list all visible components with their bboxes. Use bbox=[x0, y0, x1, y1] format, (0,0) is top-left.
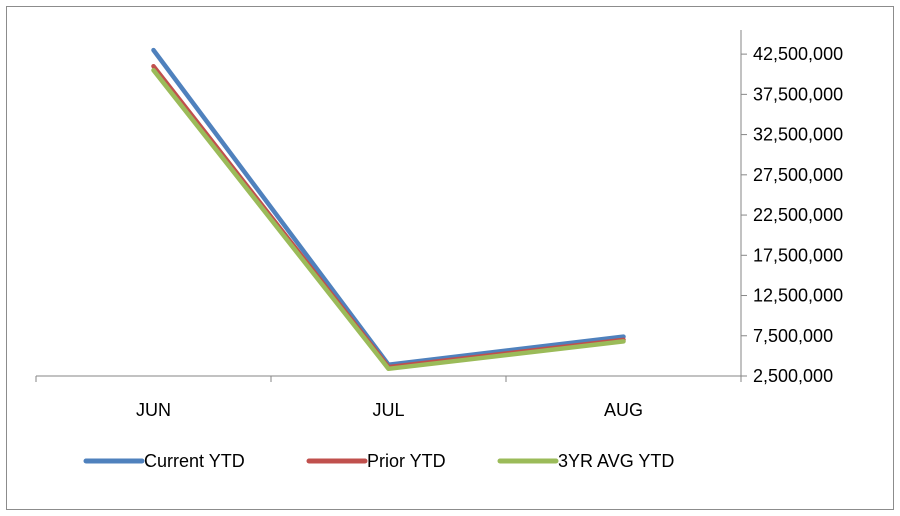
legend-label: Current YTD bbox=[144, 451, 245, 471]
y-tick-label: 32,500,000 bbox=[753, 125, 843, 145]
y-tick-label: 37,500,000 bbox=[753, 84, 843, 104]
y-tick-label: 17,500,000 bbox=[753, 245, 843, 265]
x-tick-label: JUN bbox=[136, 400, 171, 420]
legend-label: Prior YTD bbox=[367, 451, 446, 471]
chart-frame bbox=[6, 6, 894, 510]
y-tick-label: 2,500,000 bbox=[753, 366, 833, 386]
x-tick-label: AUG bbox=[604, 400, 643, 420]
series-line bbox=[151, 63, 626, 370]
y-tick-label: 27,500,000 bbox=[753, 165, 843, 185]
series-line bbox=[151, 47, 626, 367]
y-tick-label: 42,500,000 bbox=[753, 44, 843, 64]
y-tick-label: 22,500,000 bbox=[753, 205, 843, 225]
y-tick-label: 7,500,000 bbox=[753, 326, 833, 346]
legend-label: 3YR AVG YTD bbox=[558, 451, 674, 471]
series-line bbox=[151, 67, 626, 372]
x-tick-label: JUL bbox=[372, 400, 404, 420]
y-tick-label: 12,500,000 bbox=[753, 286, 843, 306]
